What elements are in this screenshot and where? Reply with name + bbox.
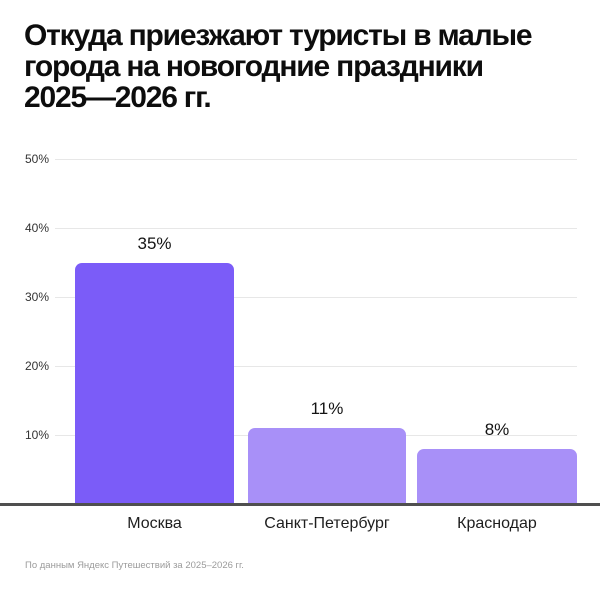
category-label: Москва — [127, 515, 182, 532]
y-axis-tick-label: 40% — [24, 221, 49, 235]
source-note: По данным Яндекс Путешествий за 2025–202… — [25, 560, 244, 571]
value-label: 35% — [137, 233, 172, 253]
y-axis-tick-label: 30% — [24, 290, 49, 304]
value-label: 11% — [310, 399, 344, 419]
bar-Краснодар — [417, 448, 577, 504]
gridline-30% — [55, 296, 577, 298]
y-axis-tick-label: 20% — [24, 359, 49, 373]
gridline-20% — [55, 365, 577, 367]
bar-Москва — [75, 262, 234, 504]
y-axis-tick-label: 10% — [24, 428, 49, 442]
chart-title-line-2: города на новогодние праздники — [24, 50, 484, 83]
chart-title-line-1: Откуда приезжают туристы в малые — [24, 19, 533, 52]
gridline-50% — [55, 158, 577, 160]
category-label: Краснодар — [457, 515, 537, 532]
category-label: Санкт-Петербург — [264, 515, 390, 532]
gridline-40% — [55, 227, 577, 229]
bar-Санкт-Петербург — [248, 428, 406, 504]
chart-title-line-3: 2025—2026 гг. — [24, 81, 212, 114]
chart-title: Откуда приезжают туристы в малые города … — [24, 20, 584, 113]
value-label: 8% — [484, 419, 510, 439]
x-axis-baseline — [0, 503, 600, 506]
y-axis-tick-label: 50% — [24, 152, 49, 166]
